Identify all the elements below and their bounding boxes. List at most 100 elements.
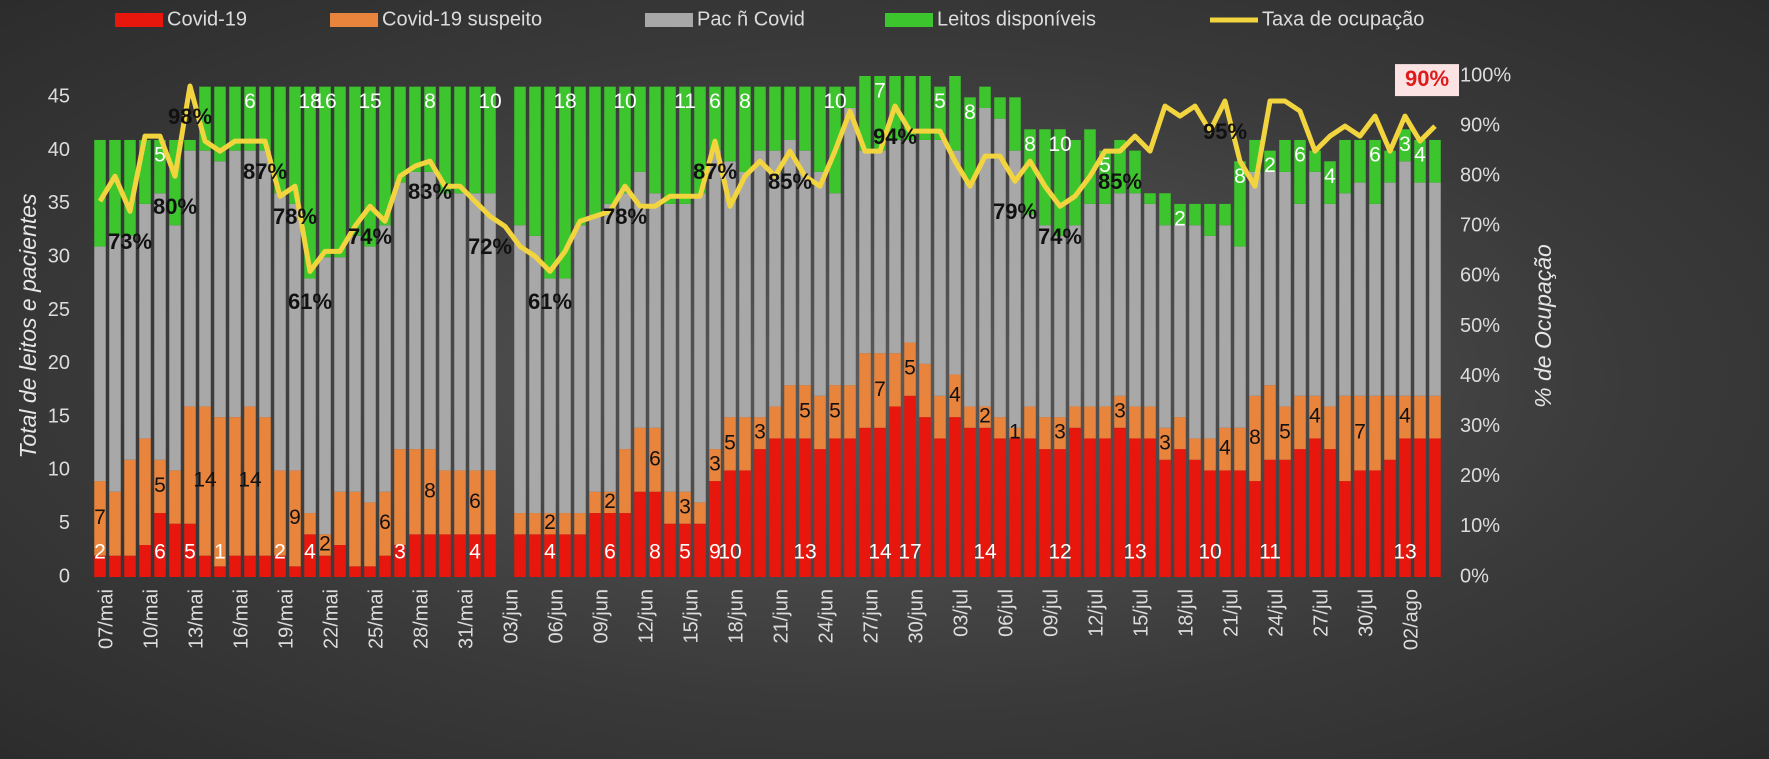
bar-segment (769, 150, 781, 407)
bar-segment (349, 235, 361, 492)
bar-segment (319, 86, 331, 258)
bar-segment (454, 193, 466, 471)
data-label: 98% (168, 104, 212, 129)
bar-segment (274, 470, 286, 556)
bar-segment (409, 171, 421, 450)
bar-segment (994, 118, 1006, 418)
bar-segment (1039, 129, 1051, 226)
bar-segment (1324, 161, 1336, 204)
data-label: 5 (154, 474, 166, 497)
bar-segment (409, 534, 421, 577)
bar-segment (1174, 225, 1186, 418)
bar-segment (319, 555, 331, 577)
bar-segment (1339, 193, 1351, 396)
bar-segment (919, 139, 931, 364)
bar-segment (919, 76, 931, 140)
bar-segment (409, 86, 421, 172)
bar-segment (424, 171, 436, 450)
bar-segment (1009, 438, 1021, 577)
data-label: 8 (739, 90, 751, 113)
bar-segment (904, 342, 916, 396)
legend-label: Covid-19 suspeito (382, 8, 542, 30)
bar-segment (364, 566, 376, 577)
data-label: 5 (904, 357, 916, 380)
bar-segment (274, 555, 286, 577)
bar-segment (829, 193, 841, 386)
bar-segment (1369, 470, 1381, 577)
data-label: 2 (544, 511, 556, 534)
x-tick-label: 13/mai (185, 589, 207, 649)
bar-segment (784, 438, 796, 577)
data-label: 3 (1054, 421, 1066, 444)
bar-segment (1234, 246, 1246, 428)
y2-tick-label: 0% (1460, 565, 1489, 587)
bar-segment (154, 193, 166, 460)
bar-segment (319, 534, 331, 556)
bar-segment (1414, 395, 1426, 439)
y2-tick-label: 50% (1460, 315, 1500, 337)
bar-segment (604, 513, 616, 577)
bar-segment (979, 406, 991, 428)
x-tick-label: 10/mai (140, 589, 162, 649)
bar-segment (739, 171, 751, 418)
bar-segment (1429, 395, 1441, 439)
bar-segment (1219, 203, 1231, 226)
bar-segment (1024, 406, 1036, 439)
bar-segment (1354, 470, 1366, 577)
x-tick-label: 16/mai (230, 589, 252, 649)
bar-segment (709, 481, 721, 577)
bar-segment (1279, 171, 1291, 407)
bar-segment (394, 449, 406, 546)
bar-segment (259, 555, 271, 577)
bar-segment (814, 449, 826, 577)
bar-segment (379, 555, 391, 577)
bar-segment (1399, 395, 1411, 439)
bar-segment (694, 502, 706, 524)
data-label: 10 (478, 90, 501, 113)
bar-segment (1399, 161, 1411, 396)
bar-segment (454, 470, 466, 535)
x-tick-label: 30/jun (905, 589, 927, 644)
bar-segment (634, 427, 646, 492)
legend-label: Taxa de ocupação (1262, 8, 1424, 30)
bar-segment (1309, 150, 1321, 172)
data-label: 1 (1009, 421, 1021, 444)
data-label: 5 (799, 399, 811, 422)
bar-segment (1054, 235, 1066, 418)
x-tick-label: 27/jun (860, 589, 882, 644)
bar-segment (859, 427, 871, 577)
bar-segment (994, 438, 1006, 577)
bar-segment (724, 417, 736, 471)
bar-segment (199, 86, 211, 151)
bar-segment (664, 523, 676, 577)
data-label: 10 (1048, 133, 1071, 156)
bar-segment (1204, 470, 1216, 577)
x-tick-label: 12/jun (635, 589, 657, 644)
bar-segment (394, 86, 406, 183)
bar-segment (799, 385, 811, 439)
bar-segment (349, 566, 361, 577)
bar-segment (664, 491, 676, 524)
y2-tick-label: 90% (1460, 114, 1500, 136)
x-tick-label: 06/jun (545, 589, 567, 644)
bar-segment (124, 235, 136, 460)
data-label: 8 (424, 90, 436, 113)
bar-segment (304, 86, 316, 279)
bar-segment (394, 182, 406, 450)
data-label: 7 (94, 506, 106, 529)
bar-segment (1264, 150, 1276, 172)
highlight-box (1395, 64, 1459, 97)
bar-segment (1429, 139, 1441, 183)
x-tick-label: 18/jul (1175, 589, 1197, 637)
bar-segment (754, 86, 766, 151)
bar-segment (904, 76, 916, 140)
data-label: 3 (754, 421, 766, 444)
bar-segment (154, 459, 166, 514)
bar-segment (109, 491, 121, 556)
bar-segment (664, 203, 676, 492)
x-tick-label: 24/jun (815, 589, 837, 644)
data-label: 18 (298, 90, 321, 113)
bar-segment (589, 214, 601, 492)
bar-segment (1279, 139, 1291, 172)
